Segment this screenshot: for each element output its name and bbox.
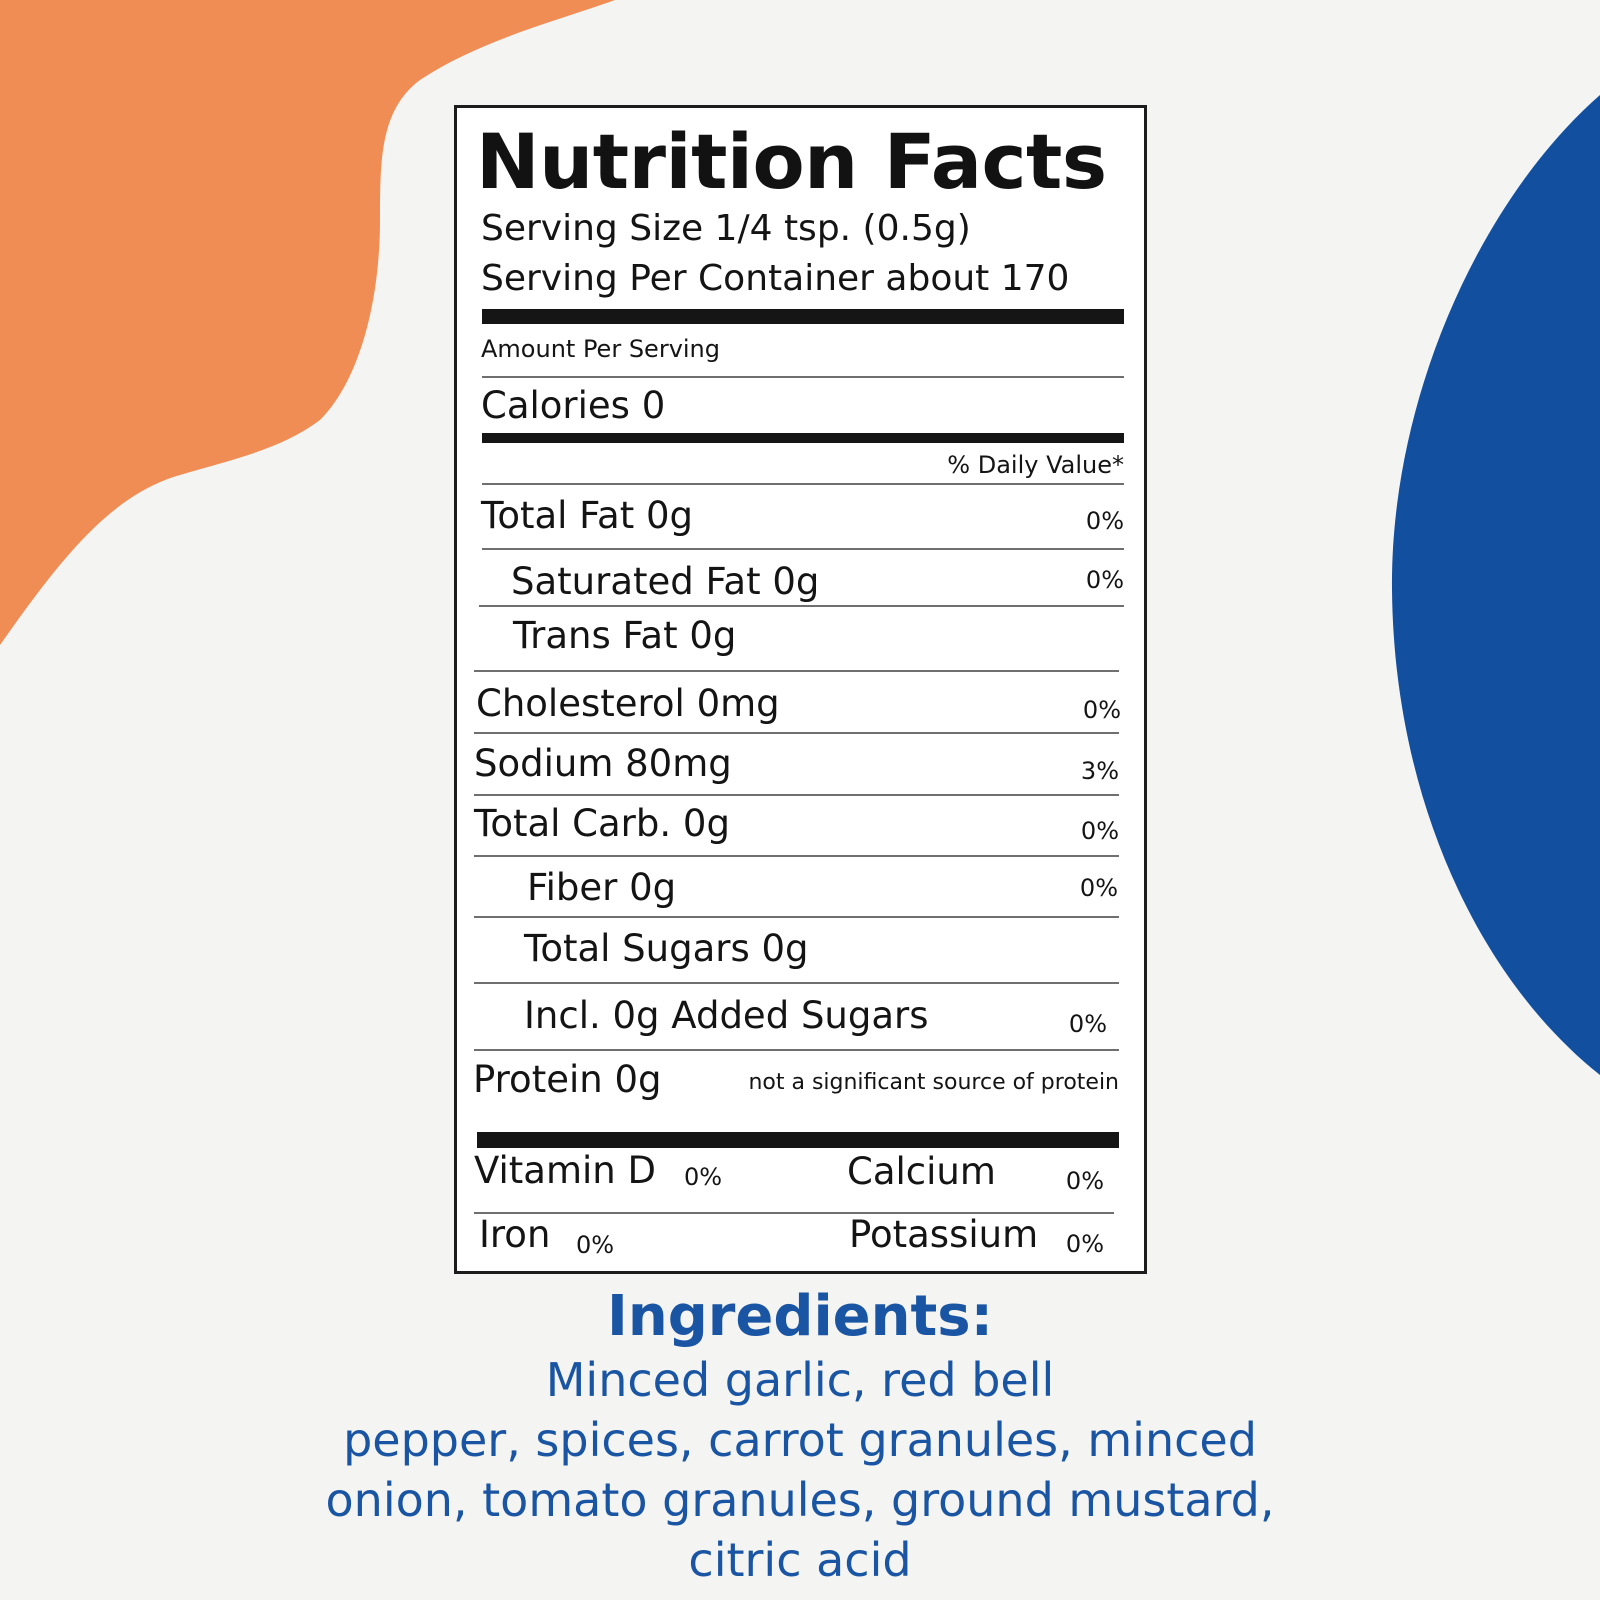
servings-per-container: Serving Per Container about 170 [481,258,1070,299]
calories: Calories 0 [481,384,666,427]
daily-value-header: % Daily Value* [947,451,1124,479]
divider [474,982,1119,984]
blue-circle [1391,95,1600,1075]
total-sugars-label: Total Sugars 0g [524,927,809,970]
fiber-label: Fiber 0g [527,866,677,909]
trans-fat-label: Trans Fat 0g [513,614,737,657]
calcium-label: Calcium [847,1150,996,1193]
divider [474,1049,1119,1051]
divider [474,855,1119,857]
sodium-label: Sodium 80mg [474,742,732,785]
divider [474,732,1119,734]
ingredients-line: Minced garlic, red bell [545,1353,1055,1407]
ingredients-line: citric acid [688,1533,912,1587]
calcium-dv: 0% [1065,1167,1104,1195]
ingredients-title: Ingredients: [606,1284,993,1349]
iron-dv: 0% [576,1231,615,1259]
iron-label: Iron [479,1213,551,1256]
thick-divider [477,1132,1119,1148]
cholesterol-dv: 0% [1082,696,1121,724]
medium-divider [482,433,1124,443]
added-sugars-label: Incl. 0g Added Sugars [524,994,929,1037]
divider [482,548,1124,550]
potassium-label: Potassium [849,1213,1039,1256]
divider [474,794,1119,796]
nutrition-facts-label: Nutrition Facts Serving Size 1/4 tsp. (0… [454,105,1147,1274]
total-carb-dv: 0% [1080,817,1119,845]
sodium-dv: 3% [1080,757,1119,785]
added-sugars-dv: 0% [1068,1010,1107,1038]
divider [474,916,1119,918]
divider [482,483,1124,485]
protein-label: Protein 0g [473,1058,662,1101]
serving-size: Serving Size 1/4 tsp. (0.5g) [481,208,971,249]
ingredients-line: pepper, spices, carrot granules, minced [343,1413,1257,1467]
thick-divider [482,309,1124,324]
total-carb-label: Total Carb. 0g [474,802,730,845]
saturated-fat-dv: 0% [1085,566,1124,594]
total-fat-dv: 0% [1085,507,1124,535]
fiber-dv: 0% [1079,874,1118,902]
ingredients-line: onion, tomato granules, ground mustard, [325,1473,1275,1527]
amount-per-serving: Amount Per Serving [481,335,721,363]
total-fat-label: Total Fat 0g [481,494,694,537]
orange-blob [0,0,615,645]
divider [474,1212,1114,1214]
protein-note: not a significant source of protein [748,1070,1119,1095]
cholesterol-label: Cholesterol 0mg [476,682,780,725]
nutrition-facts-title: Nutrition Facts [476,117,1107,206]
divider [474,670,1119,672]
vitamin-d-label: Vitamin D [474,1149,656,1192]
divider [479,605,1124,607]
divider [482,376,1124,378]
vitamin-d-dv: 0% [684,1163,723,1191]
saturated-fat-label: Saturated Fat 0g [511,560,820,603]
potassium-dv: 0% [1065,1230,1104,1258]
